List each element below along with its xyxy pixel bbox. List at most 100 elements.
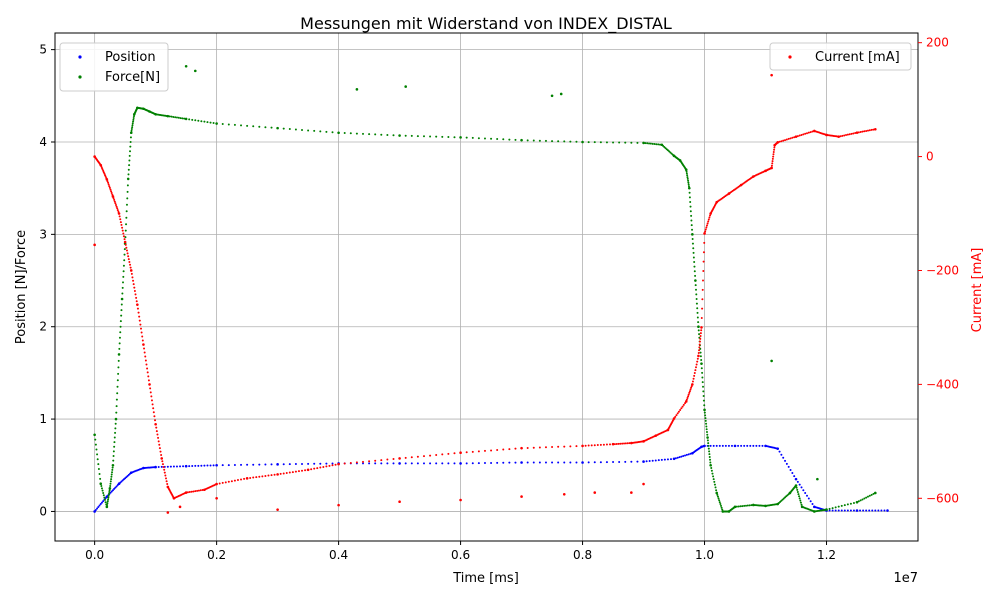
force-trace-point — [697, 329, 700, 332]
force-trace-point — [651, 142, 654, 145]
force-trace-point — [114, 422, 117, 425]
force-point — [703, 408, 706, 412]
force-trace-point — [313, 129, 316, 132]
force-trace-point — [181, 117, 184, 120]
force-trace-point — [706, 439, 709, 442]
legend-current-marker — [788, 55, 792, 59]
current-trace-point — [569, 445, 572, 448]
current-outlier-point — [398, 500, 401, 504]
force-trace-point — [795, 486, 798, 489]
current-trace-point — [118, 215, 121, 218]
force-trace-point — [121, 292, 124, 295]
position-trace-point — [404, 462, 407, 465]
position-trace-point — [194, 464, 197, 467]
force-trace-point — [840, 504, 843, 507]
current-point — [245, 477, 249, 480]
current-trace-point — [126, 252, 129, 255]
position-trace-point — [179, 465, 182, 468]
force-trace-point — [111, 466, 114, 469]
force-trace-point — [122, 270, 125, 273]
force-point — [642, 141, 645, 145]
current-trace-point — [691, 380, 694, 383]
position-trace-point — [648, 460, 651, 463]
force-point — [700, 362, 703, 365]
force-trace-point — [704, 414, 707, 417]
force-trace-point — [718, 501, 721, 504]
position-trace-point — [282, 463, 285, 466]
current-trace-point — [236, 479, 239, 482]
position-trace-point — [758, 444, 761, 447]
force-trace-point — [233, 123, 236, 126]
force-outlier-point — [550, 94, 554, 98]
current-trace-point — [128, 260, 131, 263]
current-trace-point — [587, 444, 590, 447]
current-trace-point — [154, 419, 157, 422]
force-trace-point — [720, 504, 722, 507]
legend-position-marker — [78, 55, 82, 59]
position-trace-point — [410, 462, 413, 465]
position-trace-point — [715, 444, 718, 447]
current-outlier-point — [630, 491, 633, 494]
current-trace-point — [699, 332, 702, 335]
position-trace-point — [227, 464, 230, 467]
position-trace-point — [840, 509, 843, 512]
current-trace-point — [483, 449, 486, 452]
force-point — [117, 353, 121, 356]
force-point — [520, 138, 523, 142]
position-trace-point — [301, 462, 304, 465]
position-trace-point — [188, 465, 191, 468]
current-trace-point — [386, 458, 389, 461]
current-trace-point — [422, 455, 425, 458]
current-trace-point — [165, 480, 168, 483]
current-trace-point — [674, 415, 677, 418]
force-trace-point — [343, 132, 346, 135]
series-layer — [93, 64, 889, 514]
current-trace-point — [144, 359, 147, 362]
force-trace-point — [831, 507, 834, 510]
position-trace-point — [682, 455, 685, 458]
force-trace-point — [113, 436, 116, 439]
force-point — [825, 508, 828, 511]
force-trace-point — [699, 351, 702, 354]
force-trace-point — [593, 141, 596, 144]
position-trace-point — [240, 463, 243, 466]
current-trace-point — [227, 480, 230, 483]
force-trace-point — [716, 493, 719, 496]
current-trace-point — [872, 128, 875, 131]
force-trace-point — [380, 133, 383, 136]
current-trace-point — [294, 470, 297, 473]
current-trace-point — [151, 403, 154, 406]
current-trace-point — [150, 399, 153, 402]
position-trace-point — [563, 461, 566, 464]
force-trace-point — [544, 139, 547, 142]
position-trace-point — [793, 475, 796, 478]
force-trace-point — [294, 128, 297, 131]
position-trace-point — [435, 462, 438, 465]
current-trace-point — [110, 192, 113, 195]
current-point — [148, 383, 151, 386]
position-trace-point — [678, 456, 681, 459]
current-outlier-point — [276, 508, 279, 511]
force-trace-point — [612, 141, 615, 144]
current-trace-point — [698, 349, 701, 352]
current-trace-point — [868, 129, 871, 132]
force-point — [709, 463, 712, 467]
current-trace-point — [149, 387, 152, 390]
force-trace-point — [719, 503, 722, 506]
force-point — [684, 168, 688, 171]
current-trace-point — [809, 131, 812, 134]
current-trace-point — [599, 443, 602, 446]
force-trace-point — [659, 143, 662, 146]
current-trace-point — [119, 218, 122, 221]
current-trace-point — [477, 450, 480, 453]
current-trace-point — [697, 352, 700, 355]
force-trace-point — [739, 505, 742, 508]
force-trace-point — [865, 496, 868, 499]
current-outlier-point — [520, 495, 523, 498]
force-trace-point — [108, 491, 111, 494]
position-trace-point — [111, 489, 114, 492]
current-trace-point — [508, 448, 511, 451]
current-trace-point — [791, 136, 794, 139]
current-trace-point — [136, 307, 139, 310]
force-trace-point — [705, 428, 708, 431]
